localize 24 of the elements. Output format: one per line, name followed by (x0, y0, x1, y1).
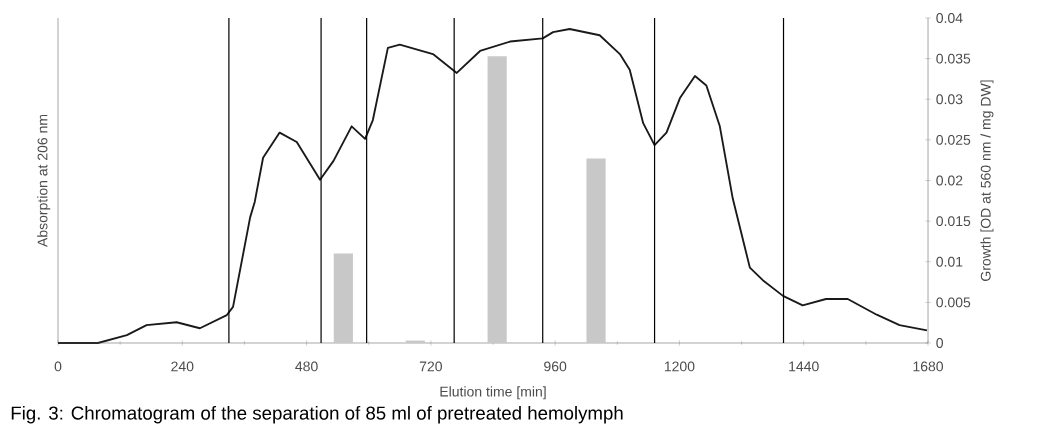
bar (586, 158, 606, 343)
y2-tick-label: 0.035 (936, 53, 971, 64)
y2-axis-title: Growth [OD at 560 nm / mg DW] (980, 80, 994, 281)
x-tick-label: 1680 (913, 361, 944, 372)
y2-tick-label: 0.025 (936, 134, 971, 145)
y2-tick-label: 0.015 (936, 216, 971, 227)
y2-tick-label: 0.03 (936, 94, 963, 105)
bar (487, 56, 507, 343)
y2-tick-label: 0 (936, 338, 944, 348)
y2-tick-label: 0.02 (936, 175, 963, 186)
x-axis-title: Elution time [min] (440, 386, 546, 400)
x-tick-label: 960 (544, 361, 567, 372)
x-tick-label: 240 (171, 361, 194, 372)
y2-tick-label: 0.01 (936, 256, 963, 267)
x-tick-label: 720 (419, 361, 442, 372)
x-tick-label: 1440 (789, 361, 819, 372)
caption: Fig. 3: Chromatogram of the separation of 85 ml of pretreated hemolymph (11, 405, 623, 424)
bar (333, 253, 353, 343)
x-tick-label: 1200 (664, 361, 695, 372)
x-tick-label: 480 (295, 361, 318, 372)
y-axis-title: Absorption at 206 nm (37, 114, 51, 248)
x-tick-label: 0 (54, 361, 62, 372)
y2-tick-label: 0.005 (936, 297, 971, 308)
y2-tick-label: 0.04 (936, 13, 963, 23)
